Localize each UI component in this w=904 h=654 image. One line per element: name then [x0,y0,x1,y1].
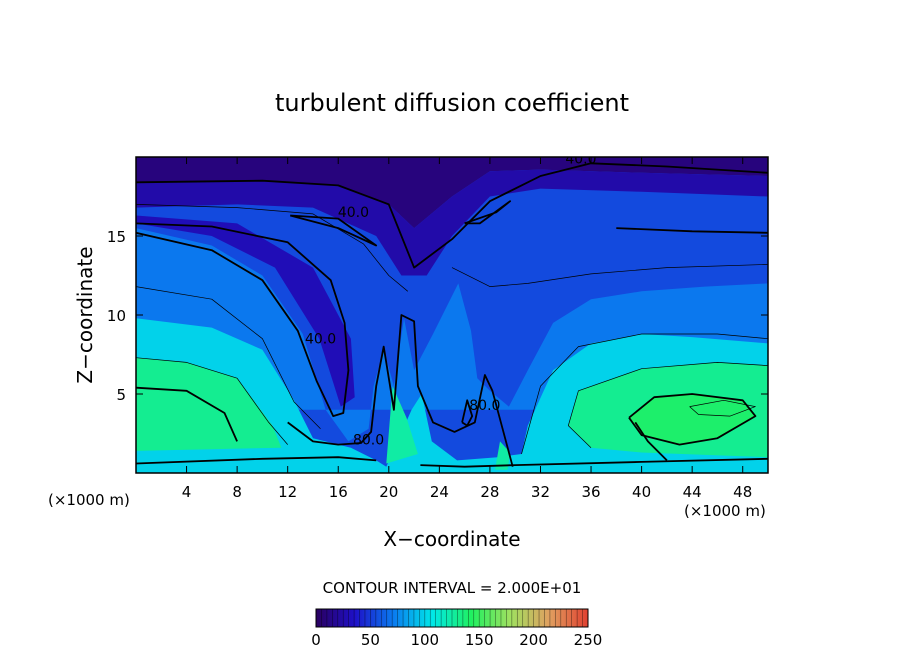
contour-line [567,362,768,448]
colorbar-tick-label: 50 [361,631,380,649]
contour-line [136,357,288,445]
colorbar-tick-label: 200 [519,631,548,649]
color-fill-layer [136,157,768,473]
colorbar-frame [315,608,589,628]
x-tick-label: 24 [430,483,449,501]
fill-region [495,441,511,470]
colorbar-tick-label: 250 [574,631,603,649]
x-tick-label: 48 [733,483,752,501]
x-unit-left: (×1000 m) [48,491,130,509]
fill-region [136,169,768,276]
contour-line [136,204,409,292]
fill-region [629,394,756,445]
colorbar-ticks: 0 50 100 150 200 250 [311,631,602,649]
colorbar-stripes [321,609,583,627]
contour-line [634,421,668,462]
y-tick-label: 10 [107,307,126,325]
y-tick-label: 15 [107,228,126,246]
colorbar-tick-label: 100 [410,631,439,649]
contour-line [287,314,514,467]
x-tick-label: 36 [581,483,600,501]
contour-line [461,399,474,427]
x-tick-label: 12 [278,483,297,501]
contour-line [628,393,757,446]
contour-label: 80.0 [469,398,500,414]
contour-label: 80.0 [353,433,384,449]
y-axis: 5 10 15 [107,228,768,404]
contour-line [689,399,756,417]
fill-region [136,215,355,407]
x-tick-label: 28 [480,483,499,501]
x-tick-label: 32 [531,483,550,501]
fill-region [136,157,768,229]
contour-label: 40.0 [338,205,369,221]
y-axis-label: Z−coordinate [73,246,97,383]
contour-line [289,214,378,247]
contour-line [451,264,768,287]
x-tick-label: 4 [182,483,192,501]
contour-line [590,162,768,174]
contour-line [136,456,377,465]
x-unit-right: (×1000 m) [684,502,766,520]
colorbar: 0 50 100 150 200 250 [311,608,602,649]
x-tick-label: 40 [632,483,651,501]
plot-area: 40.0 40.0 40.0 80.0 80.0 [136,151,768,473]
contour-line-layer [136,162,768,468]
contour-label: 40.0 [305,331,336,347]
y-tick-label: 5 [116,386,126,404]
contour-label-layer: 40.0 40.0 40.0 80.0 80.0 [305,151,597,449]
x-tick-label: 8 [232,483,242,501]
contour-line [616,227,768,234]
chart-title: turbulent diffusion coefficient [275,89,629,117]
contour-line [521,333,768,455]
contour-line [136,222,350,418]
colorbar-tick-label: 0 [311,631,321,649]
contour-label: 40.0 [565,151,596,167]
contour-line [136,162,592,269]
contour-line [420,457,768,468]
x-axis: 4 8 12 16 20 24 28 32 36 40 44 48 [182,157,752,501]
x-tick-label: 20 [379,483,398,501]
contour-line [136,286,321,430]
contour-interval-label: CONTOUR INTERVAL = 2.000E+01 [323,579,582,597]
x-tick-label: 16 [329,483,348,501]
x-axis-label: X−coordinate [383,527,520,551]
contour-line [464,200,512,225]
contour-line [136,386,238,442]
x-tick-label: 44 [683,483,702,501]
colorbar-tick-label: 150 [465,631,494,649]
